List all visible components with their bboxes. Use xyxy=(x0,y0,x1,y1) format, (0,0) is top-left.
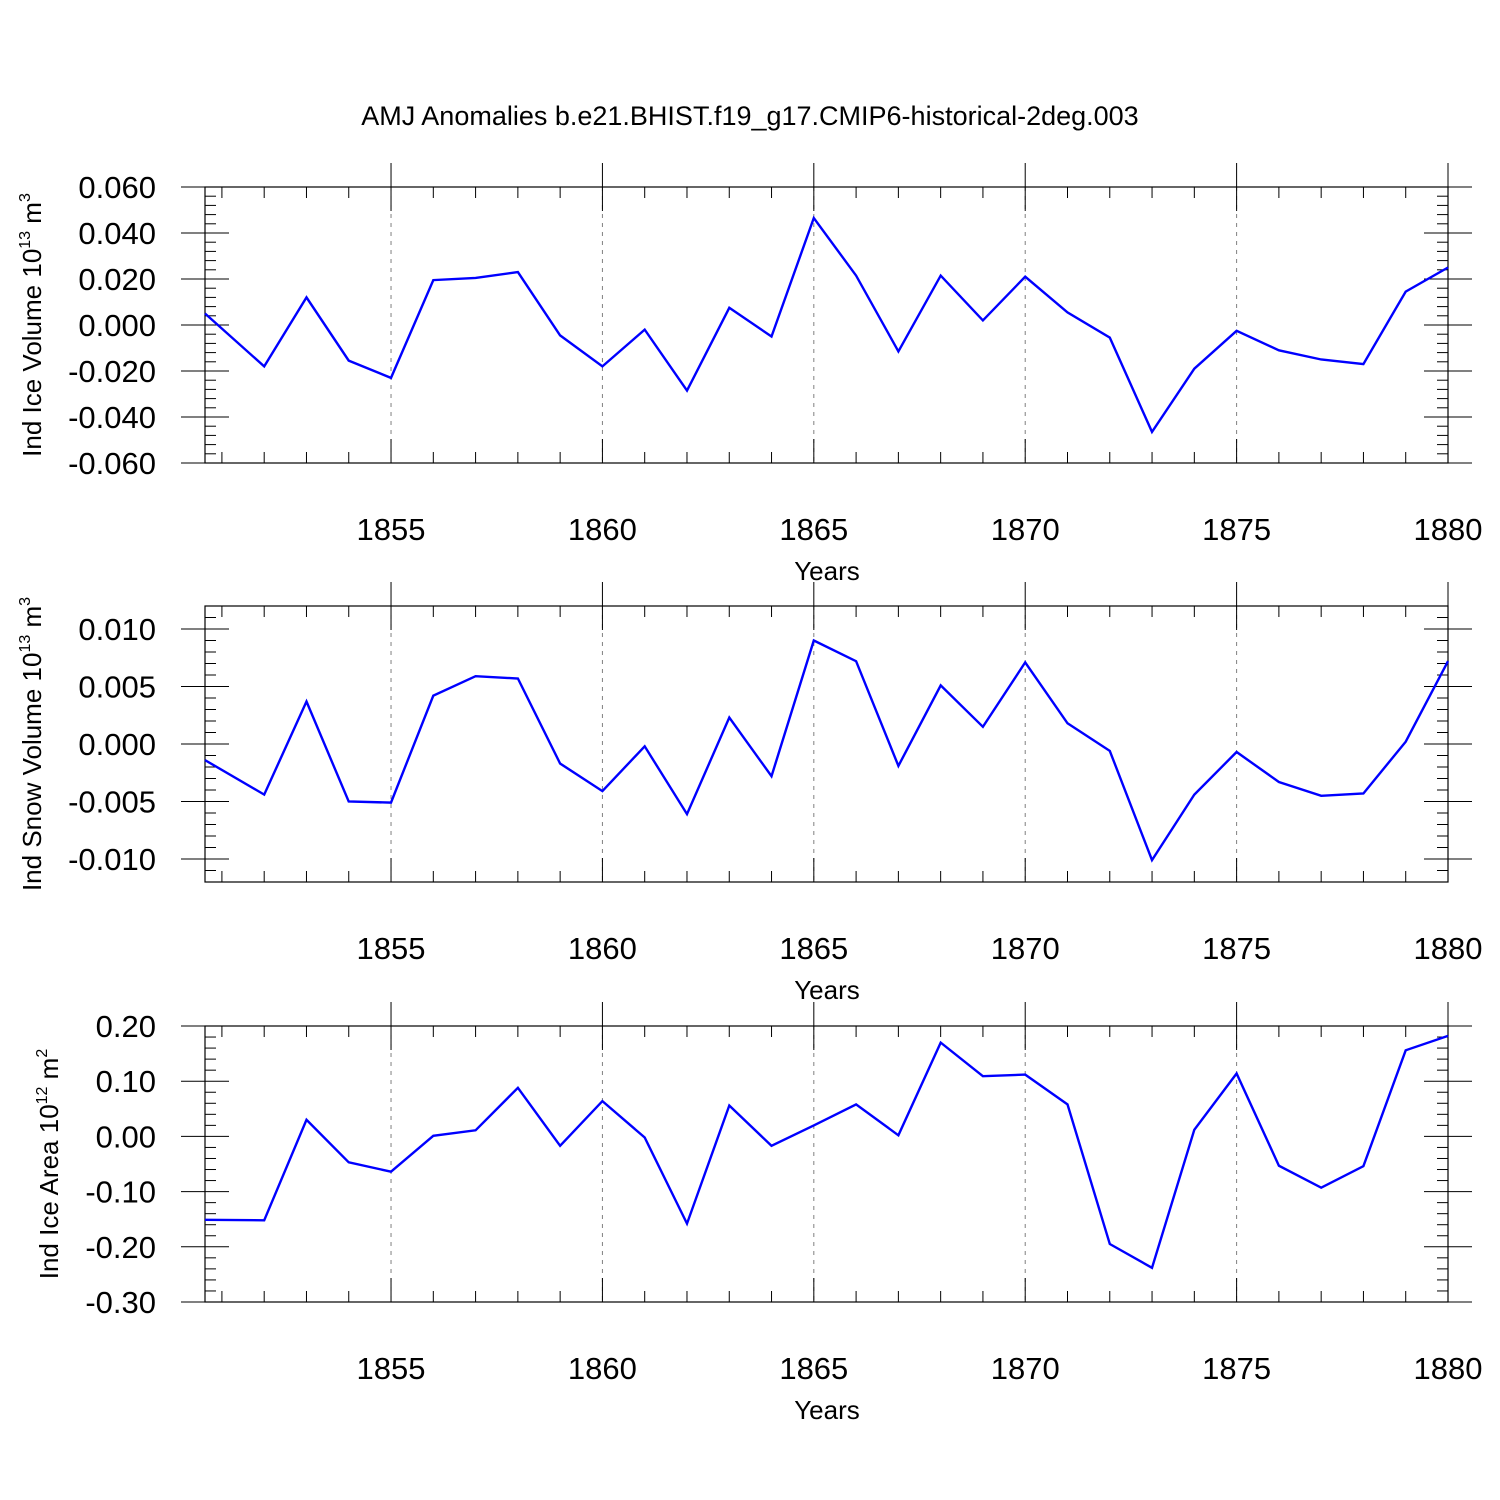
y-tick-label: 0.040 xyxy=(78,216,156,251)
y-tick-label: -0.10 xyxy=(85,1175,156,1210)
y-axis-label-part: Ind Ice Area 10 xyxy=(34,1104,64,1279)
x-tick-label: 1860 xyxy=(568,931,637,966)
chart-panel-1: -0.060 -0.040 -0.020 0.000 0.020 0.040 0.060 18… xyxy=(17,163,1482,586)
x-tick-label: 1880 xyxy=(1414,1351,1483,1386)
y-axis-label-superscript: 13 xyxy=(17,231,34,249)
plot-frame xyxy=(204,605,1449,883)
y-tick-label: 0.005 xyxy=(78,670,156,705)
figure-title: AMJ Anomalies b.e21.BHIST.f19_g17.CMIP6-… xyxy=(361,101,1138,131)
x-tick-label: 1855 xyxy=(357,931,426,966)
y-axis-label: Ind Snow Volume 1013 m3 xyxy=(17,597,47,891)
y-axis-label-part: m xyxy=(17,606,47,635)
y-tick-label: -0.040 xyxy=(68,400,156,435)
y-tick-label: -0.020 xyxy=(68,354,156,389)
y-axis-label-superscript: 2 xyxy=(34,1049,51,1058)
x-tick-label: 1880 xyxy=(1414,512,1483,547)
x-axis-label: Years xyxy=(794,1395,860,1425)
x-tick-label: 1855 xyxy=(357,1351,426,1386)
y-tick-label: 0.00 xyxy=(96,1119,156,1154)
x-tick-label: 1860 xyxy=(568,512,637,547)
y-axis-label-part: m xyxy=(17,202,47,231)
panels: -0.060 -0.040 -0.020 0.000 0.020 0.040 0.060 18… xyxy=(17,163,1482,1425)
y-axis-label-part: Ind Snow Volume 10 xyxy=(17,653,47,892)
y-tick-label: 0.10 xyxy=(96,1064,156,1099)
x-tick-label: 1875 xyxy=(1202,512,1271,547)
y-tick-label: 0.020 xyxy=(78,262,156,297)
x-tick-label: 1875 xyxy=(1202,931,1271,966)
series-line xyxy=(204,215,1449,435)
chart-panel-2: -0.010 -0.005 0.000 0.005 0.010 1855 1860 1865 1… xyxy=(17,582,1482,1005)
y-tick-label: -0.20 xyxy=(85,1230,156,1265)
x-axis-label: Years xyxy=(794,556,860,586)
y-tick-label: 0.000 xyxy=(78,727,156,762)
x-tick-label: 1865 xyxy=(779,512,848,547)
plot-frame xyxy=(204,186,1449,464)
y-axis-label-part: Ind Ice Volume 10 xyxy=(17,249,47,457)
y-axis-label-superscript: 13 xyxy=(17,635,34,653)
y-axis-label-superscript: 12 xyxy=(34,1086,51,1104)
x-tick-label: 1870 xyxy=(991,1351,1060,1386)
x-tick-label: 1875 xyxy=(1202,1351,1271,1386)
y-tick-label: 0.20 xyxy=(96,1009,156,1044)
y-tick-label: -0.30 xyxy=(85,1285,156,1320)
chart-panel-3: -0.30 -0.20 -0.10 0.00 0.10 0.20 1855 1860 1865 1… xyxy=(34,1002,1482,1425)
y-tick-label: -0.010 xyxy=(68,842,156,877)
x-tick-label: 1870 xyxy=(991,512,1060,547)
y-axis-label-part: m xyxy=(34,1058,64,1087)
x-tick-label: 1870 xyxy=(991,931,1060,966)
y-tick-label: 0.000 xyxy=(78,308,156,343)
y-axis-label-superscript: 3 xyxy=(17,597,34,606)
y-tick-label: -0.060 xyxy=(68,446,156,481)
y-tick-label: 0.010 xyxy=(78,612,156,647)
x-tick-label: 1865 xyxy=(779,931,848,966)
y-axis-label: Ind Ice Area 1012 m2 xyxy=(34,1049,64,1280)
x-tick-label: 1880 xyxy=(1414,931,1483,966)
x-tick-label: 1855 xyxy=(357,512,426,547)
series-line xyxy=(204,638,1450,863)
y-axis-label: Ind Ice Volume 1013 m3 xyxy=(17,193,47,457)
y-tick-label: -0.005 xyxy=(68,785,156,820)
y-axis-label-superscript: 3 xyxy=(17,193,34,202)
x-tick-label: 1865 xyxy=(779,1351,848,1386)
x-tick-label: 1860 xyxy=(568,1351,637,1386)
series-line xyxy=(204,1034,1449,1270)
y-tick-label: 0.060 xyxy=(78,170,156,205)
plot-frame xyxy=(204,1025,1449,1303)
x-axis-label: Years xyxy=(794,975,860,1005)
